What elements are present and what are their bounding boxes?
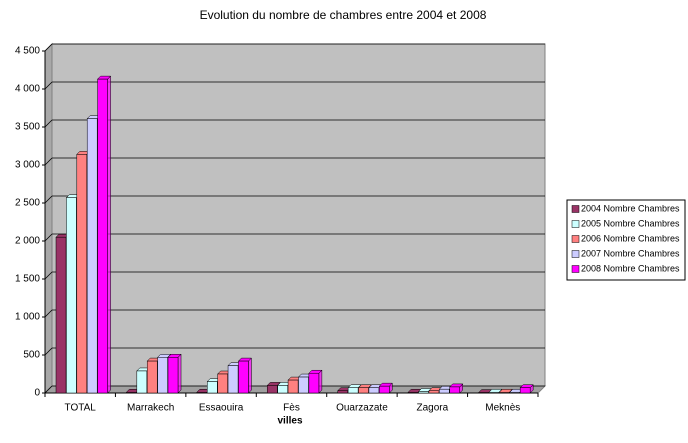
- x-tick-label: Ouarzazate: [336, 403, 388, 414]
- bar-side: [107, 75, 111, 394]
- legend-swatch: [571, 235, 580, 243]
- chart-title: Evolution du nombre de chambres entre 20…: [200, 8, 487, 22]
- bar: [439, 388, 450, 394]
- x-tick-label: Zagora: [417, 403, 449, 414]
- y-tick-label: 1 000: [15, 312, 40, 323]
- bar: [66, 197, 77, 394]
- bar: [136, 370, 148, 394]
- grid-line: [44, 309, 53, 318]
- y-tick-label: 1 500: [15, 274, 40, 285]
- y-tick-label: 4 500: [15, 46, 40, 57]
- x-tick-label: Meknès: [485, 403, 520, 414]
- bar: [347, 387, 359, 394]
- legend-swatch: [571, 265, 580, 273]
- bar: [509, 391, 521, 394]
- bar: [499, 391, 510, 394]
- bar: [379, 385, 390, 394]
- bar: [337, 390, 348, 394]
- bar: [55, 236, 67, 394]
- grid-line: [44, 195, 53, 204]
- legend-swatch: [571, 220, 580, 228]
- x-axis-title: villes: [277, 416, 302, 427]
- grid-line: [44, 233, 53, 242]
- bar: [86, 118, 98, 394]
- bar: [368, 387, 380, 394]
- bar: [196, 391, 208, 394]
- bar: [277, 385, 288, 394]
- bar: [207, 381, 218, 394]
- bar: [287, 379, 299, 394]
- legend-swatch: [571, 205, 580, 213]
- legend-box: [566, 199, 686, 281]
- grid-line: [44, 43, 53, 52]
- legend-label: 2007 Nombre Chambres: [581, 248, 680, 258]
- grid-line: [44, 157, 53, 166]
- bar: [267, 385, 278, 394]
- y-tick-label: 3 500: [15, 122, 40, 133]
- bar: [449, 386, 460, 394]
- y-tick-label: 0: [34, 388, 40, 399]
- bar: [488, 391, 500, 394]
- grid-line: [44, 385, 53, 394]
- legend-swatch: [571, 250, 580, 258]
- bar: [217, 373, 228, 394]
- x-tick-label: Essaouira: [199, 403, 244, 414]
- bar: [238, 360, 249, 394]
- grid-line: [44, 81, 53, 90]
- y-tick-label: 3 000: [15, 160, 40, 171]
- bar: [298, 376, 309, 394]
- legend-label: 2004 Nombre Chambres: [581, 203, 680, 213]
- grid-line: [44, 347, 53, 356]
- bar-side: [318, 369, 323, 394]
- legend-label: 2005 Nombre Chambres: [581, 218, 680, 228]
- y-tick-label: 500: [23, 350, 40, 361]
- x-tick-label: Marrakech: [127, 403, 174, 414]
- y-tick-label: 2 500: [15, 198, 40, 209]
- bar: [157, 357, 168, 394]
- bar: [428, 390, 440, 394]
- side-wall: [44, 42, 53, 395]
- bar: [227, 365, 239, 394]
- bar: [407, 391, 419, 394]
- bar: [167, 357, 179, 394]
- bar: [308, 372, 320, 394]
- x-tick-label: TOTAL: [65, 403, 97, 414]
- bar: [358, 387, 369, 394]
- bar: [146, 360, 158, 394]
- grid-line: [44, 119, 53, 128]
- back-wall: [51, 43, 546, 387]
- grid-line: [44, 271, 53, 280]
- bar: [418, 391, 429, 394]
- y-tick-label: 2 000: [15, 236, 40, 247]
- bar-side: [248, 357, 252, 394]
- legend-label: 2008 Nombre Chambres: [581, 263, 680, 273]
- bar: [76, 154, 88, 394]
- bar-side: [177, 353, 182, 394]
- x-tick-label: Fès: [283, 403, 300, 414]
- legend-label: 2006 Nombre Chambres: [581, 233, 680, 243]
- bar: [126, 391, 137, 394]
- bar: [97, 78, 108, 394]
- y-tick-label: 4 000: [15, 84, 40, 95]
- bar: [519, 387, 531, 394]
